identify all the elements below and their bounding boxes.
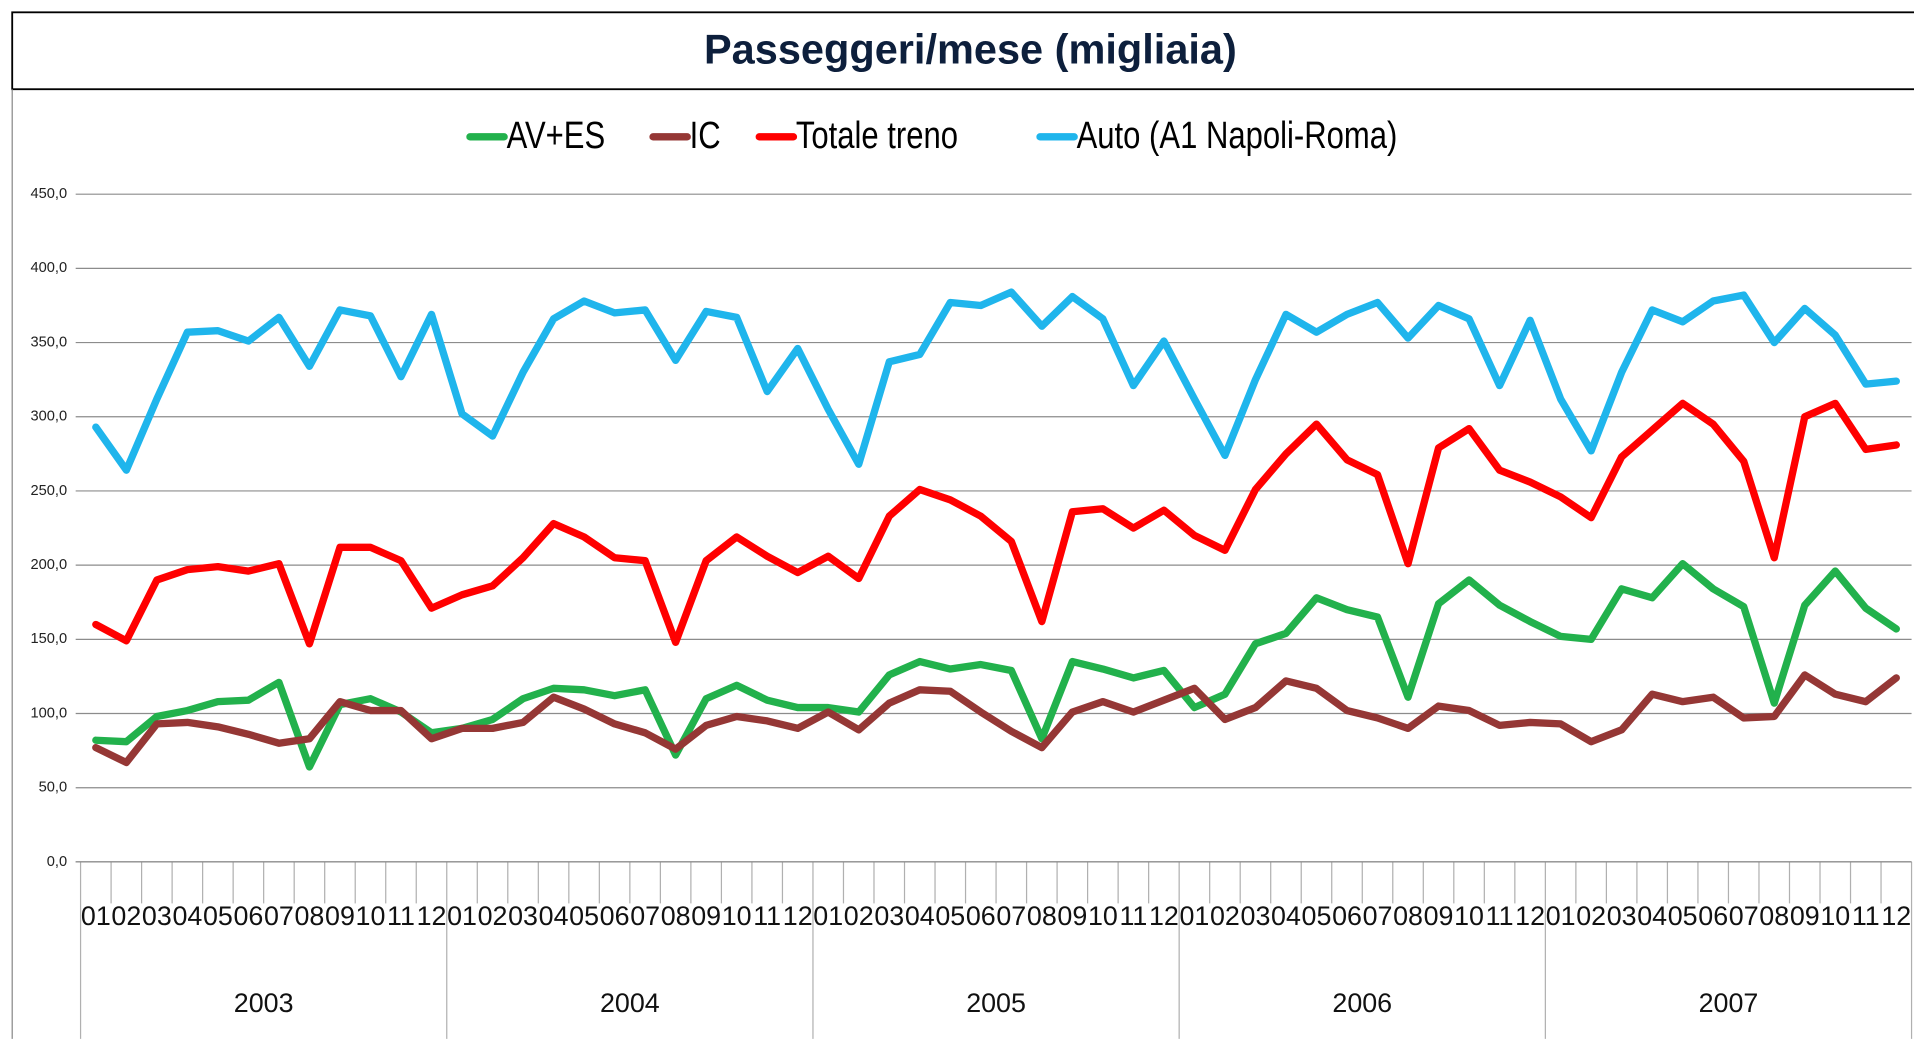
- x-tick-label: 12: [783, 901, 813, 931]
- x-tick-label: 01: [447, 901, 477, 931]
- x-tick-label: 03: [1607, 901, 1637, 931]
- x-tick-label: 11: [1119, 901, 1147, 931]
- x-tick-label: 08: [1393, 901, 1423, 931]
- year-label: 2004: [600, 988, 660, 1018]
- x-tick-label: 06: [1332, 901, 1362, 931]
- x-tick-label: 12: [417, 901, 447, 931]
- series-line: [92, 288, 1900, 474]
- year-label: 2006: [1332, 988, 1392, 1018]
- x-tick-label: 01: [813, 901, 843, 931]
- x-tick-label: 10: [1820, 901, 1850, 931]
- x-tick-label: 09: [1057, 901, 1087, 931]
- x-tick-label: 10: [1454, 901, 1484, 931]
- x-tick-label: 09: [1424, 901, 1454, 931]
- x-tick-label: 02: [844, 901, 874, 931]
- x-tick-label: 03: [874, 901, 904, 931]
- x-tick-label: 02: [478, 901, 508, 931]
- x-tick-label: 01: [81, 901, 111, 931]
- x-tick-label: 11: [387, 901, 415, 931]
- x-tick-label: 12: [1515, 901, 1545, 931]
- x-tick-label: 01: [1179, 901, 1209, 931]
- x-tick-label: 10: [722, 901, 752, 931]
- x-tick-label: 06: [1698, 901, 1728, 931]
- x-tick-label: 03: [508, 901, 538, 931]
- chart-title: Passeggeri/mese (migliaia): [704, 26, 1237, 73]
- y-tick-label: 450,0: [31, 186, 68, 202]
- x-tick-label: 11: [753, 901, 781, 931]
- x-tick-label: 05: [1668, 901, 1698, 931]
- x-tick-label: 08: [1027, 901, 1057, 931]
- year-label: 2005: [966, 988, 1026, 1018]
- x-tick-label: 09: [325, 901, 355, 931]
- x-tick-label: 07: [996, 901, 1026, 931]
- plot: [92, 288, 1900, 771]
- year-label: 2003: [234, 988, 294, 1018]
- legend-label: AV+ES: [507, 115, 606, 157]
- series-line: [92, 399, 1900, 648]
- x-tick-label: 11: [1486, 901, 1514, 931]
- x-tick-label: 11: [1852, 901, 1880, 931]
- legend-label: Auto (A1 Napoli-Roma): [1077, 115, 1398, 157]
- x-tick-label: 04: [1271, 901, 1301, 931]
- x-tick-label: 04: [905, 901, 935, 931]
- x-tick-label: 08: [295, 901, 325, 931]
- legend-label: IC: [690, 115, 721, 157]
- x-tick-label: 10: [356, 901, 386, 931]
- legend: AV+ES IC Totale treno Auto (A1 Napoli-Roma): [466, 115, 1398, 157]
- x-tick-label: 02: [1576, 901, 1606, 931]
- x-tick-label: 02: [111, 901, 141, 931]
- x-tick-label: 05: [1302, 901, 1332, 931]
- x-tick-label: 05: [569, 901, 599, 931]
- x-tick-label: 09: [691, 901, 721, 931]
- x-tick-label: 02: [1210, 901, 1240, 931]
- x-tick-label: 06: [966, 901, 996, 931]
- x-tick-label: 12: [1149, 901, 1179, 931]
- x-tick-label: 04: [539, 901, 569, 931]
- y-tick-label: 150,0: [31, 631, 68, 647]
- series-line: [92, 559, 1900, 771]
- x-tick-label: 03: [1241, 901, 1271, 931]
- y-tick-label: 300,0: [31, 409, 68, 425]
- y-tick-label: 0,0: [47, 854, 67, 870]
- y-tick-label: 250,0: [31, 483, 68, 499]
- x-tick-label: 04: [1637, 901, 1667, 931]
- y-tick-label: 350,0: [31, 334, 68, 350]
- x-tick-label: 07: [264, 901, 294, 931]
- x-tick-label: 07: [1729, 901, 1759, 931]
- y-tick-label: 200,0: [31, 557, 68, 573]
- x-tick-label: 06: [233, 901, 263, 931]
- y-tick-label: 400,0: [31, 260, 68, 276]
- y-tick-label: 100,0: [31, 705, 68, 721]
- y-tick-label: 50,0: [39, 780, 67, 796]
- x-tick-label: 05: [935, 901, 965, 931]
- x-tick-label: 08: [1759, 901, 1789, 931]
- x-tick-label: 03: [142, 901, 172, 931]
- x-tick-label: 07: [630, 901, 660, 931]
- x-axis: 01 02 03 04 05 06 07 08 09 10 11 12 01 02 03 04 05 06 07 08…: [75, 861, 1913, 1039]
- x-tick-label: 04: [172, 901, 202, 931]
- x-tick-label: 12: [1881, 901, 1911, 931]
- legend-label: Totale treno: [796, 115, 958, 157]
- x-tick-label: 09: [1790, 901, 1820, 931]
- x-tick-label: 08: [661, 901, 691, 931]
- title-box: [11, 11, 1914, 91]
- year-label: 2007: [1699, 988, 1759, 1018]
- x-tick-label: 10: [1088, 901, 1118, 931]
- x-tick-label: 05: [203, 901, 233, 931]
- x-tick-label: 01: [1546, 901, 1576, 931]
- series-line: [92, 671, 1900, 767]
- x-tick-label: 07: [1363, 901, 1393, 931]
- x-tick-label: 06: [600, 901, 630, 931]
